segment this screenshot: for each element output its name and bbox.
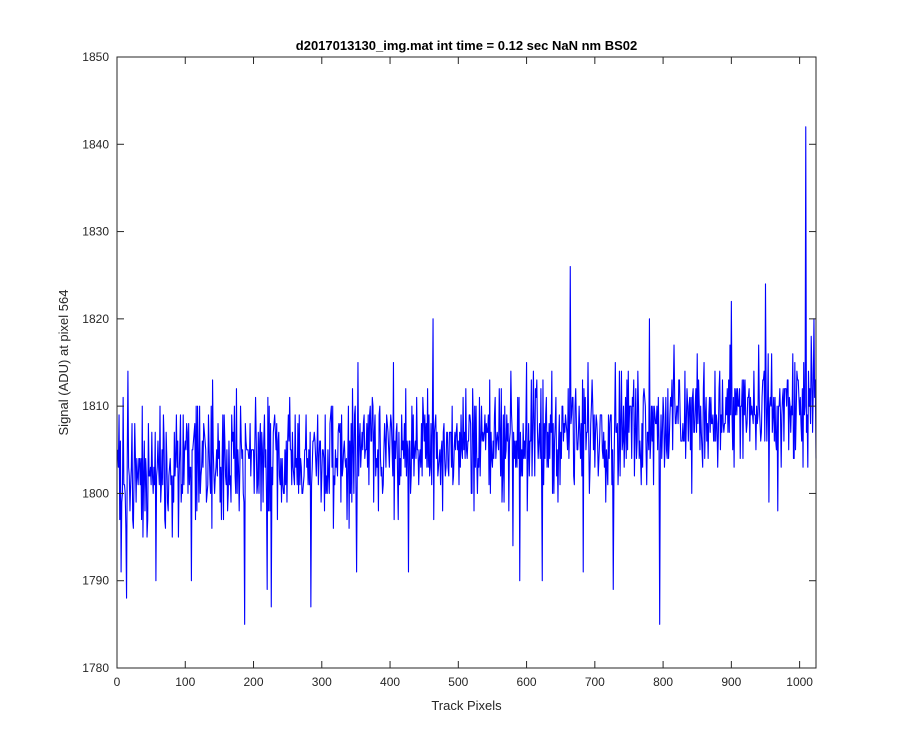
x-tick-label: 0 (114, 675, 121, 689)
y-tick-label: 1810 (82, 399, 109, 413)
x-tick-label: 400 (380, 675, 400, 689)
x-tick-label: 100 (175, 675, 195, 689)
x-tick-label: 900 (721, 675, 741, 689)
x-tick-label: 1000 (786, 675, 813, 689)
y-tick-label: 1800 (82, 486, 109, 500)
x-tick-label: 500 (448, 675, 468, 689)
x-tick-label: 800 (653, 675, 673, 689)
x-tick-label: 200 (244, 675, 264, 689)
y-tick-label: 1840 (82, 137, 109, 151)
y-axis: 1780 1790 1800 1810 1820 1830 1840 1850 (82, 50, 816, 675)
x-tick-label: 600 (517, 675, 537, 689)
y-tick-label: 1780 (82, 661, 109, 675)
series-layer (117, 126, 817, 625)
y-tick-label: 1850 (82, 50, 109, 64)
x-axis-title: Track Pixels (431, 698, 502, 713)
y-tick-label: 1790 (82, 574, 109, 588)
x-tick-label: 700 (585, 675, 605, 689)
axes-box (116, 56, 817, 669)
series-line (117, 126, 817, 625)
y-tick-label: 1820 (82, 312, 109, 326)
y-axis-title: Signal (ADU) at pixel 564 (56, 290, 71, 436)
x-tick-label: 300 (312, 675, 332, 689)
y-tick-label: 1830 (82, 225, 109, 239)
plot-area (117, 57, 816, 668)
chart-title: d2017013130_img.mat int time = 0.12 sec … (296, 38, 637, 53)
x-axis: 0 100 200 300 400 500 600 700 800 900 1000 (114, 57, 813, 689)
